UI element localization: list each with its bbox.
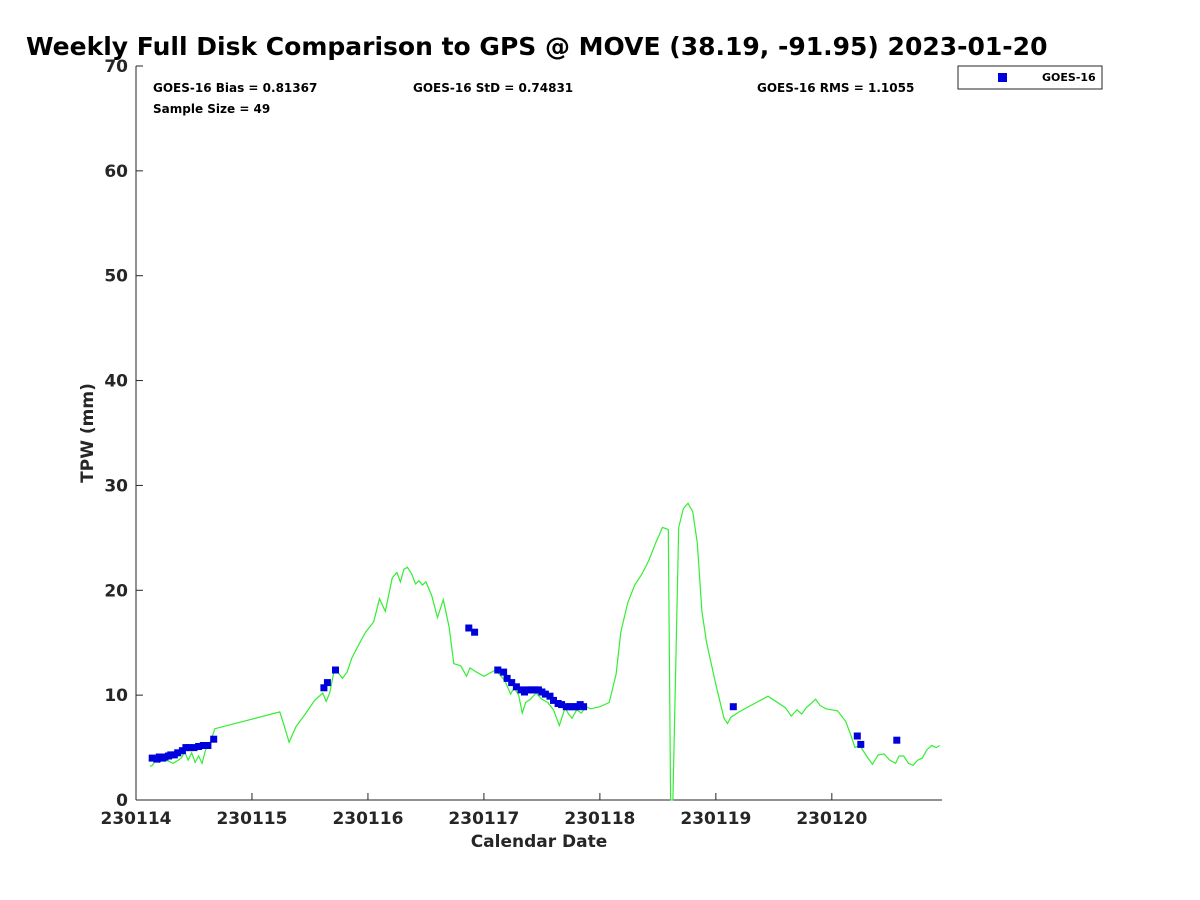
legend: GOES-16 [957,65,1103,90]
goes16-data-point [323,679,331,687]
goes16-data-point [185,744,193,752]
goes16-data-point [503,674,511,682]
y-tick-label: 40 [104,372,128,392]
goes16-data-point [500,668,508,676]
axis-ticks: 0 10 20 30 40 50 60 70 230114 230115 230116 230117 2… [101,57,868,829]
goes16-data-point [210,735,218,743]
goes16-data-point [465,624,473,632]
chart-title: Weekly Full Disk Comparison to GPS @ MOV… [26,32,1047,61]
goes16-data-point [550,696,557,704]
goes16-data-point [174,749,182,757]
goes16-data-point [558,701,566,709]
x-axis-label: Calendar Date [471,832,608,852]
std-stat: GOES-16 StD = 0.74831 [413,81,573,95]
x-tick-label: 230116 [332,809,403,829]
x-tick-label: 230120 [796,809,867,829]
y-tick-label: 10 [104,686,128,706]
goes16-data-point [332,666,339,674]
rms-stat: GOES-16 RMS = 1.1055 [757,81,914,95]
goes16-data-point [580,703,588,711]
legend-marker-goes16 [998,73,1007,82]
y-tick-label: 30 [104,476,128,496]
x-tick-label: 230117 [448,809,519,829]
y-tick-label: 60 [104,162,128,182]
goes16-data-point [512,683,520,691]
plot-area [135,66,942,801]
legend-box [957,65,1103,90]
x-tick-label: 230119 [680,809,751,829]
goes16-data-point [148,754,156,762]
goes16-data-point [729,703,737,711]
goes16-data-point [541,690,549,698]
goes16-data-point [546,692,554,700]
y-tick-label: 70 [104,57,128,77]
x-tick-label: 230115 [216,809,287,829]
y-tick-label: 50 [104,267,128,287]
y-tick-label: 0 [116,791,128,811]
goes16-data-point [893,736,901,744]
goes16-data-point [204,742,212,749]
goes16-data-point [508,679,516,687]
bias-stat: GOES-16 Bias = 0.81367 [153,81,317,95]
goes16-data-point [471,628,479,636]
goes16-data-point [857,740,865,748]
goes16-data-point [494,666,502,674]
sample-size-stat: Sample Size = 49 [153,102,270,116]
goes16-data-point [190,744,198,752]
goes16-data-point [320,684,328,692]
goes16-data-point [195,743,203,750]
gps-line-layer [149,502,941,801]
goes16-data-point [199,742,207,749]
legend-label-goes16: GOES-16 [1042,71,1096,84]
goes-marker-layer [148,624,901,763]
goes16-data-point [853,732,861,740]
x-tick-label: 230114 [101,809,172,829]
gps-line [149,502,941,801]
y-axis-label: TPW (mm) [78,383,98,483]
x-tick-label: 230118 [564,809,635,829]
y-tick-label: 20 [104,581,128,601]
